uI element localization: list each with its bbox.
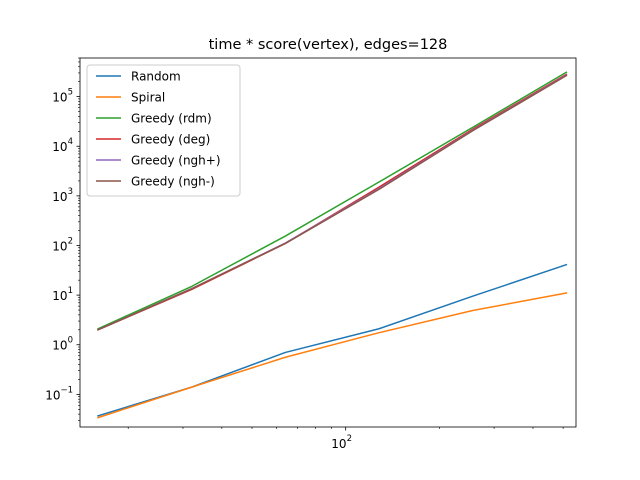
x-tick-label: 102 (331, 434, 352, 451)
series-line-5 (97, 74, 568, 331)
series-line-1 (97, 292, 568, 419)
y-tick-label: 10−1 (45, 385, 73, 402)
y-tick-label: 103 (52, 187, 73, 204)
y-tick-label: 100 (52, 336, 73, 353)
chart-title: time * score(vertex), edges=128 (209, 37, 448, 53)
legend-label: Spiral (131, 91, 165, 105)
axes-layer: 10−1 100 101 102 103 104 105 102 (45, 57, 577, 451)
legend-label: Greedy (ngh+) (131, 154, 221, 168)
y-tick-label: 102 (52, 236, 73, 253)
y-tick-label: 105 (52, 88, 73, 105)
y-tick-label: 101 (52, 286, 73, 303)
legend-label: Greedy (ngh-) (131, 175, 215, 189)
legend: Random Spiral Greedy (rdm) Greedy (deg) Gree… (86, 64, 241, 197)
legend-label: Greedy (deg) (131, 133, 210, 147)
legend-label: Greedy (rdm) (131, 112, 212, 126)
series-line-2 (97, 71, 568, 330)
legend-label: Random (131, 70, 181, 84)
legend-box (86, 64, 241, 197)
series-layer (97, 71, 568, 419)
y-tick-label: 104 (52, 137, 73, 154)
series-line-0 (97, 263, 568, 417)
plot-frame (79, 57, 577, 428)
